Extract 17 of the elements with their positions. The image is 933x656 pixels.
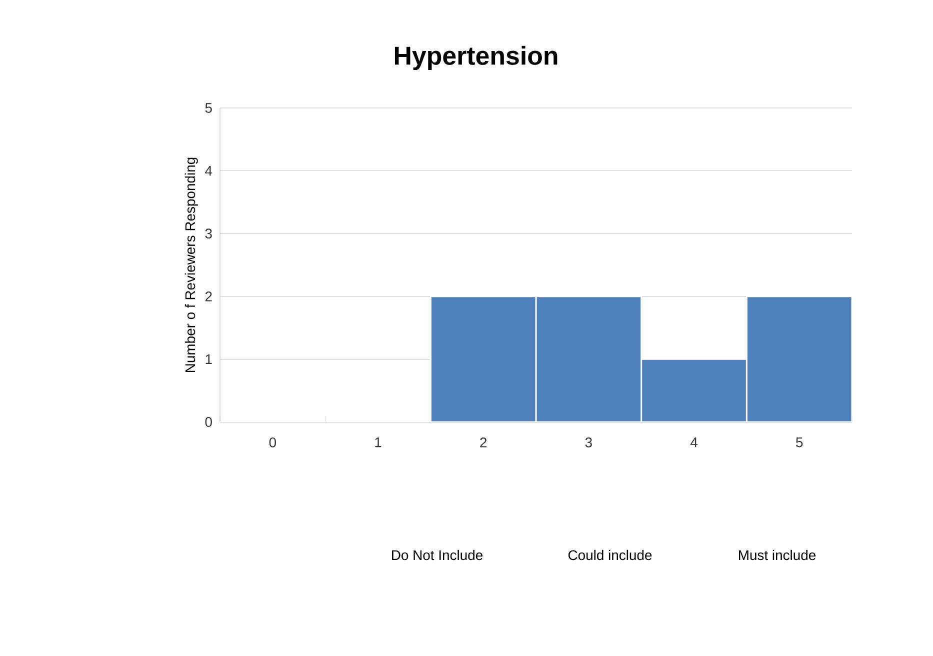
text: Do Not Include: [392, 550, 482, 560]
text: Could include: [568, 550, 652, 560]
y-tick-label: 1: [206, 354, 212, 364]
x-tick-label: 3: [585, 437, 592, 448]
x-tick-label: 2: [480, 437, 487, 448]
text: Must include: [738, 550, 816, 560]
chart-title: Hypertension: [394, 46, 558, 70]
x-tick-label: 0: [269, 437, 276, 448]
x-tick-label: 5: [796, 438, 803, 448]
x-tick-label: 4: [690, 438, 698, 448]
y-tick-label: 3: [205, 228, 212, 239]
y-tick-label: 0: [205, 417, 212, 427]
y-tick-label: 5: [205, 103, 212, 113]
y-tick-label: 2: [205, 292, 212, 302]
y-axis-title: Number o f Reviewers Responding: [184, 158, 198, 372]
y-tick-label: 4: [205, 166, 212, 176]
x-tick-label: 1: [375, 438, 382, 448]
